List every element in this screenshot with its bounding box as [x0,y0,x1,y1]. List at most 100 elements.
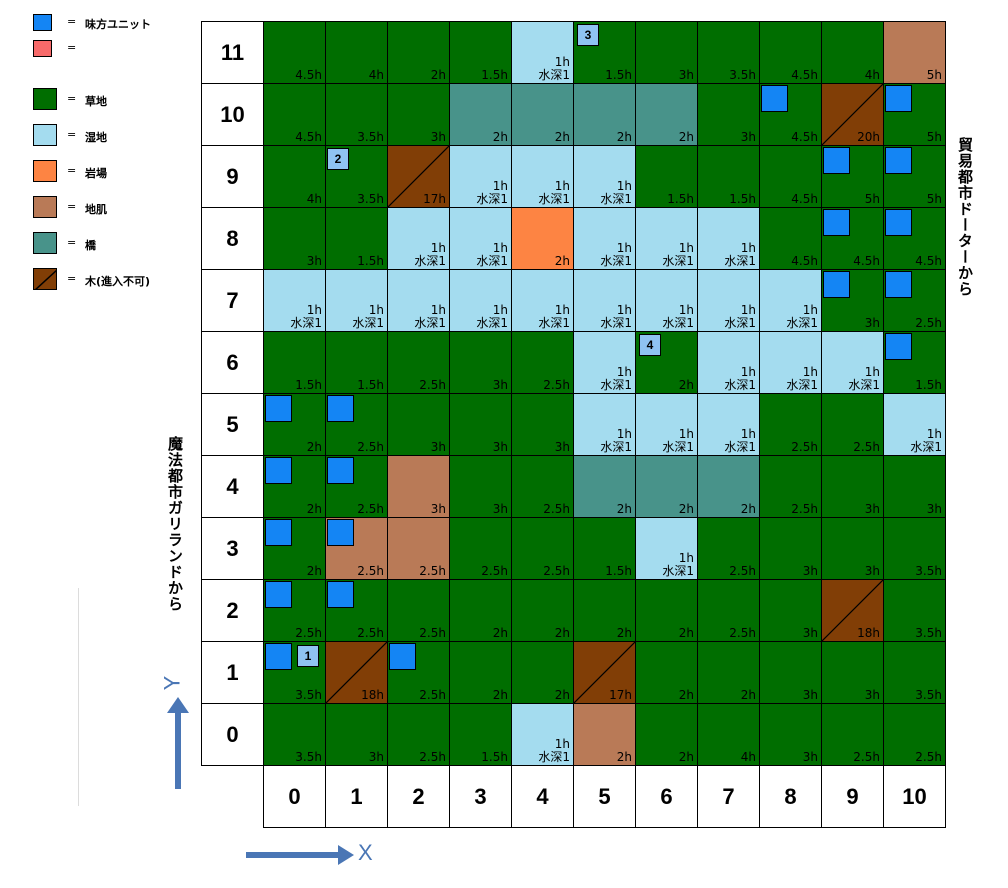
map-cell-5-7[interactable]: 1h 水深1 [573,269,636,332]
map-cell-3-4[interactable]: 3h [449,455,512,518]
map-cell-5-5[interactable]: 1h 水深1 [573,393,636,456]
ally-unit-marker[interactable] [823,271,850,298]
map-cell-8-2[interactable]: 3h [759,579,822,642]
map-cell-1-7[interactable]: 1h 水深1 [325,269,388,332]
map-cell-6-11[interactable]: 3h [635,21,698,84]
map-cell-4-0[interactable]: 1h 水深1 [511,703,574,766]
map-cell-10-2[interactable]: 3.5h [883,579,946,642]
numbered-unit-1[interactable]: 1 [297,645,319,667]
map-cell-10-4[interactable]: 3h [883,455,946,518]
map-cell-10-0[interactable]: 2.5h [883,703,946,766]
map-cell-5-4[interactable]: 2h [573,455,636,518]
ally-unit-marker[interactable] [327,519,354,546]
map-cell-3-11[interactable]: 1.5h [449,21,512,84]
map-cell-2-10[interactable]: 3h [387,83,450,146]
map-cell-8-9[interactable]: 4.5h [759,145,822,208]
numbered-unit-2[interactable]: 2 [327,148,349,170]
map-cell-7-10[interactable]: 3h [697,83,760,146]
ally-unit-marker[interactable] [327,395,354,422]
map-cell-10-5[interactable]: 1h 水深1 [883,393,946,456]
ally-unit-marker[interactable] [885,271,912,298]
map-cell-5-2[interactable]: 2h [573,579,636,642]
map-cell-8-8[interactable]: 4.5h [759,207,822,270]
map-cell-5-1[interactable]: 17h [573,641,636,704]
ally-unit-marker[interactable] [885,209,912,236]
map-cell-5-10[interactable]: 2h [573,83,636,146]
map-cell-5-0[interactable]: 2h [573,703,636,766]
map-cell-9-6[interactable]: 1h 水深1 [821,331,884,394]
map-cell-0-11[interactable]: 4.5h [263,21,326,84]
map-cell-3-2[interactable]: 2h [449,579,512,642]
map-cell-0-6[interactable]: 1.5h [263,331,326,394]
map-cell-8-4[interactable]: 2.5h [759,455,822,518]
map-cell-10-8[interactable]: 4.5h [883,207,946,270]
map-cell-4-11[interactable]: 1h 水深1 [511,21,574,84]
ally-unit-marker[interactable] [389,643,416,670]
map-cell-6-3[interactable]: 1h 水深1 [635,517,698,580]
map-cell-9-0[interactable]: 2.5h [821,703,884,766]
map-cell-8-5[interactable]: 2.5h [759,393,822,456]
ally-unit-marker[interactable] [327,457,354,484]
map-cell-10-11[interactable]: 5h [883,21,946,84]
map-cell-2-5[interactable]: 3h [387,393,450,456]
map-cell-8-1[interactable]: 3h [759,641,822,704]
map-cell-4-8[interactable]: 2h [511,207,574,270]
map-cell-4-1[interactable]: 2h [511,641,574,704]
map-cell-7-4[interactable]: 2h [697,455,760,518]
map-cell-1-6[interactable]: 1.5h [325,331,388,394]
ally-unit-marker[interactable] [885,85,912,112]
map-cell-8-6[interactable]: 1h 水深1 [759,331,822,394]
map-cell-4-3[interactable]: 2.5h [511,517,574,580]
ally-unit-marker[interactable] [265,395,292,422]
ally-unit-marker[interactable] [885,333,912,360]
map-cell-1-8[interactable]: 1.5h [325,207,388,270]
map-cell-8-3[interactable]: 3h [759,517,822,580]
map-cell-1-0[interactable]: 3h [325,703,388,766]
map-cell-7-5[interactable]: 1h 水深1 [697,393,760,456]
map-cell-4-5[interactable]: 3h [511,393,574,456]
map-cell-2-4[interactable]: 3h [387,455,450,518]
map-cell-10-1[interactable]: 3.5h [883,641,946,704]
map-cell-2-8[interactable]: 1h 水深1 [387,207,450,270]
map-cell-2-7[interactable]: 1h 水深1 [387,269,450,332]
ally-unit-marker[interactable] [327,581,354,608]
numbered-unit-4[interactable]: 4 [639,334,661,356]
map-cell-7-0[interactable]: 4h [697,703,760,766]
map-cell-9-10[interactable]: 20h [821,83,884,146]
numbered-unit-3[interactable]: 3 [577,24,599,46]
map-cell-4-9[interactable]: 1h 水深1 [511,145,574,208]
map-cell-3-5[interactable]: 3h [449,393,512,456]
map-cell-6-0[interactable]: 2h [635,703,698,766]
map-cell-0-7[interactable]: 1h 水深1 [263,269,326,332]
map-cell-4-6[interactable]: 2.5h [511,331,574,394]
map-cell-9-4[interactable]: 3h [821,455,884,518]
map-cell-9-1[interactable]: 3h [821,641,884,704]
ally-unit-marker[interactable] [761,85,788,112]
map-cell-0-8[interactable]: 3h [263,207,326,270]
map-cell-5-9[interactable]: 1h 水深1 [573,145,636,208]
ally-unit-marker[interactable] [823,209,850,236]
ally-unit-marker[interactable] [265,457,292,484]
map-cell-1-10[interactable]: 3.5h [325,83,388,146]
ally-unit-marker[interactable] [265,581,292,608]
map-cell-7-11[interactable]: 3.5h [697,21,760,84]
map-cell-2-9[interactable]: 17h [387,145,450,208]
map-cell-6-7[interactable]: 1h 水深1 [635,269,698,332]
map-cell-9-2[interactable]: 18h [821,579,884,642]
map-cell-5-3[interactable]: 1.5h [573,517,636,580]
map-cell-9-5[interactable]: 2.5h [821,393,884,456]
ally-unit-marker[interactable] [885,147,912,174]
map-cell-7-7[interactable]: 1h 水深1 [697,269,760,332]
map-cell-3-8[interactable]: 1h 水深1 [449,207,512,270]
map-cell-0-0[interactable]: 3.5h [263,703,326,766]
map-cell-4-2[interactable]: 2h [511,579,574,642]
map-cell-7-2[interactable]: 2.5h [697,579,760,642]
map-cell-1-1[interactable]: 18h [325,641,388,704]
map-cell-4-10[interactable]: 2h [511,83,574,146]
map-cell-4-4[interactable]: 2.5h [511,455,574,518]
map-cell-5-8[interactable]: 1h 水深1 [573,207,636,270]
map-cell-3-6[interactable]: 3h [449,331,512,394]
map-cell-3-0[interactable]: 1.5h [449,703,512,766]
ally-unit-marker[interactable] [265,519,292,546]
map-cell-0-10[interactable]: 4.5h [263,83,326,146]
